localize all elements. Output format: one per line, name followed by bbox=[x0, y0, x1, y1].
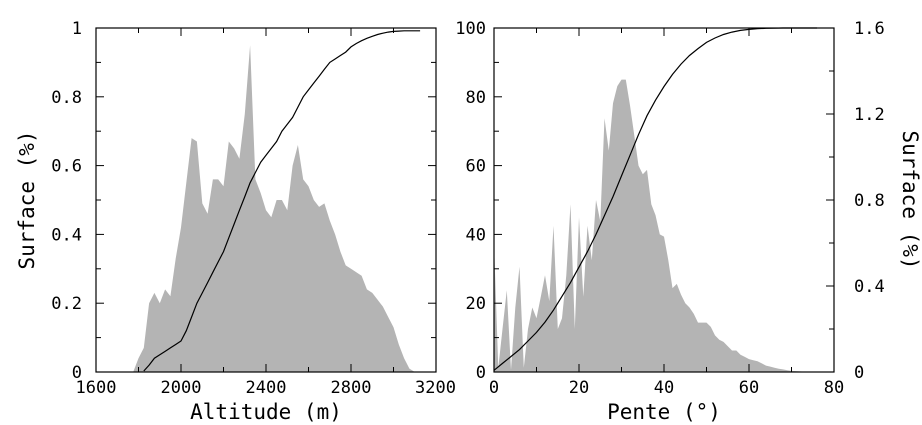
slope-chart: 0 20 40 60 80 0 20 40 60 80 100 0 0.4 0.8 1.2 1.6 Pen… bbox=[455, 19, 922, 424]
slope-surface-area bbox=[494, 79, 817, 372]
slope-x-axis: 0 20 40 60 80 bbox=[489, 28, 844, 398]
altitude-y-axis: 0 0.2 0.4 0.6 0.8 1 bbox=[51, 19, 436, 383]
altitude-y-tick-label: 0.8 bbox=[51, 88, 82, 108]
altitude-y-tick-label: 0.4 bbox=[51, 225, 82, 245]
slope-x-tick-label: 20 bbox=[569, 378, 589, 398]
altitude-y-tick-label: 0.6 bbox=[51, 157, 82, 177]
altitude-x-tick-label: 2000 bbox=[161, 378, 202, 398]
altitude-x-axis-title: Altitude (m) bbox=[190, 400, 342, 424]
slope-right-y-tick-label: 1.6 bbox=[854, 19, 885, 39]
altitude-x-tick-label: 2800 bbox=[331, 378, 372, 398]
slope-area-fill bbox=[494, 79, 817, 372]
altitude-chart: 1600 2000 2400 2800 3200 0 0.2 0.4 0.6 0.8 1 Alti… bbox=[15, 19, 456, 424]
altitude-y-tick-label: 0.2 bbox=[51, 294, 82, 314]
slope-left-y-tick-label: 40 bbox=[466, 225, 486, 245]
slope-left-y-tick-label: 80 bbox=[466, 88, 486, 108]
altitude-x-axis: 1600 2000 2400 2800 3200 bbox=[76, 28, 456, 398]
slope-left-y-tick-label: 0 bbox=[476, 363, 486, 383]
slope-right-y-tick-label: 0.8 bbox=[854, 191, 885, 211]
slope-left-y-tick-label: 20 bbox=[466, 294, 486, 314]
altitude-cumulative-line bbox=[143, 30, 421, 372]
altitude-y-tick-label: 0 bbox=[72, 363, 82, 383]
altitude-x-tick-label: 1600 bbox=[76, 378, 117, 398]
altitude-x-tick-label: 2400 bbox=[246, 378, 287, 398]
altitude-cumulative-curve bbox=[143, 30, 421, 372]
slope-x-axis-title: Pente (°) bbox=[607, 400, 721, 424]
slope-right-y-axis-title: Surface (%) bbox=[898, 130, 922, 269]
slope-left-y-tick-label: 100 bbox=[455, 19, 486, 39]
altitude-y-tick-label: 1 bbox=[72, 19, 82, 39]
slope-x-tick-label: 0 bbox=[489, 378, 499, 398]
slope-right-y-axis: 0 0.4 0.8 1.2 1.6 bbox=[826, 19, 885, 383]
altitude-y-axis-title: Surface (%) bbox=[15, 130, 39, 269]
altitude-x-tick-label: 3200 bbox=[415, 378, 456, 398]
slope-right-y-tick-label: 0.4 bbox=[854, 277, 885, 297]
slope-left-y-tick-label: 60 bbox=[466, 157, 486, 177]
slope-x-tick-label: 60 bbox=[739, 378, 759, 398]
slope-x-tick-label: 80 bbox=[824, 378, 844, 398]
slope-right-y-tick-label: 0 bbox=[854, 363, 864, 383]
altitude-area-fill bbox=[133, 45, 421, 372]
altitude-surface-area bbox=[133, 45, 421, 372]
slope-right-y-tick-label: 1.2 bbox=[854, 105, 885, 125]
slope-x-tick-label: 40 bbox=[654, 378, 674, 398]
slope-left-y-axis: 0 20 40 60 80 100 bbox=[455, 19, 502, 383]
